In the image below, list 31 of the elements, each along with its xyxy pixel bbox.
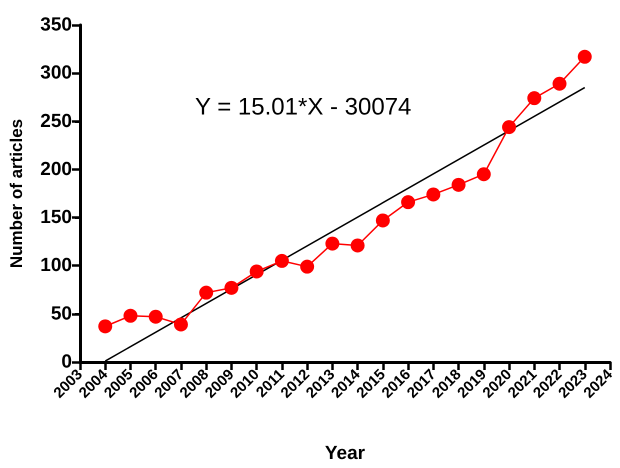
point	[148, 310, 163, 324]
point	[527, 91, 542, 106]
point	[325, 236, 340, 251]
point	[199, 286, 214, 300]
y-tick-label: 50	[50, 303, 72, 324]
point	[274, 254, 289, 268]
y-tick-label: 0	[61, 352, 72, 372]
y-tick-label: 200	[40, 158, 72, 180]
point	[300, 260, 314, 274]
y-tick-label: 300	[40, 62, 72, 84]
y-tick-label: 100	[40, 255, 72, 276]
annotation: Y = 15.01*X - 30074	[195, 94, 412, 120]
point	[476, 167, 491, 182]
point	[174, 317, 188, 332]
y-tick-label: 250	[40, 110, 72, 132]
point	[401, 195, 416, 210]
point	[502, 120, 516, 134]
point	[250, 264, 264, 278]
point	[123, 308, 138, 323]
y-tick-label: 350	[40, 14, 72, 36]
point	[98, 319, 112, 334]
point	[224, 280, 238, 295]
point	[452, 178, 466, 192]
point	[578, 50, 592, 64]
point	[376, 213, 390, 228]
y-axis-title: Number of articles	[7, 118, 26, 268]
point	[426, 187, 440, 202]
point	[552, 76, 567, 91]
y-tick-label: 150	[40, 207, 72, 228]
x-axis-title: Year	[324, 443, 366, 464]
point	[350, 238, 365, 252]
